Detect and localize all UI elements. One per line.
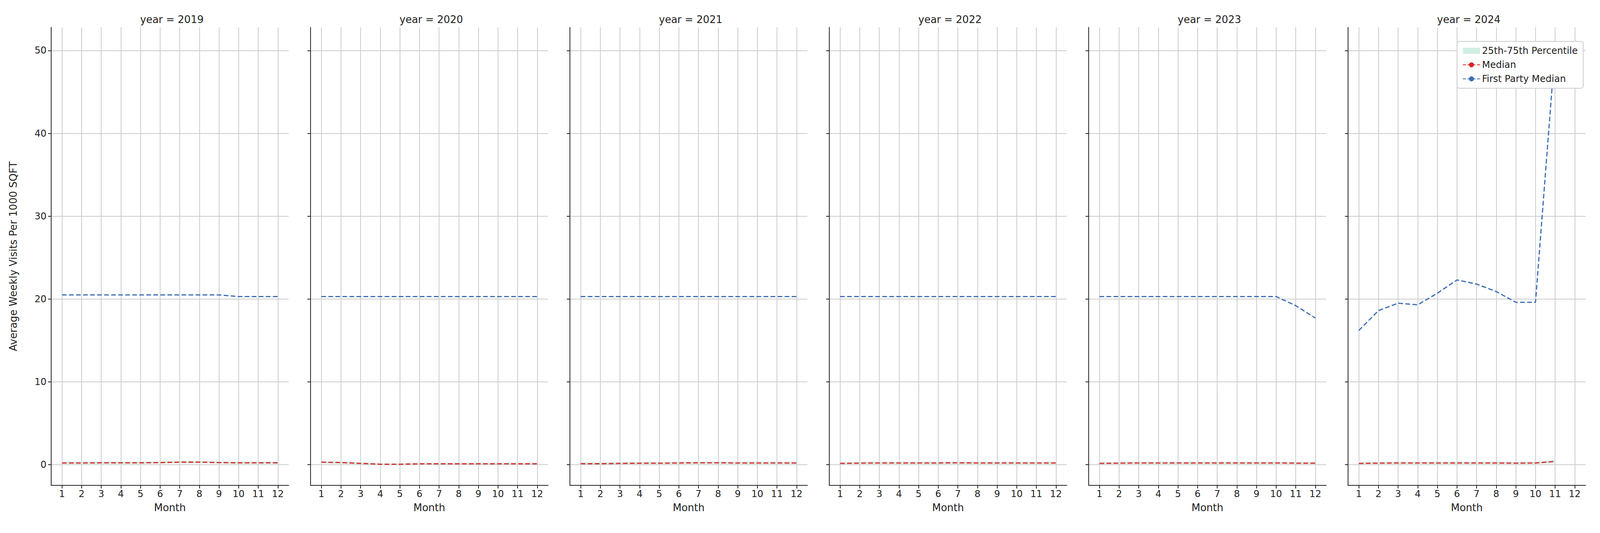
svg-text:year = 2020: year = 2020: [399, 13, 464, 26]
svg-text:11: 11: [1030, 488, 1043, 500]
svg-text:1: 1: [318, 488, 325, 500]
svg-text:11: 11: [1289, 488, 1302, 500]
svg-text:4: 4: [377, 488, 384, 500]
svg-text:1: 1: [58, 488, 65, 500]
svg-text:1: 1: [1096, 488, 1103, 500]
svg-text:11: 11: [771, 488, 784, 500]
svg-text:9: 9: [734, 488, 741, 500]
svg-text:Month: Month: [153, 501, 186, 514]
svg-text:3: 3: [876, 488, 883, 500]
svg-text:9: 9: [1512, 488, 1519, 500]
svg-text:12: 12: [531, 488, 544, 500]
svg-text:year = 2019: year = 2019: [140, 13, 204, 26]
svg-text:1: 1: [837, 488, 843, 500]
svg-text:10: 10: [34, 376, 47, 388]
svg-text:year = 2021: year = 2021: [658, 13, 723, 26]
svg-text:2: 2: [1375, 488, 1382, 500]
svg-text:6: 6: [416, 488, 423, 500]
svg-text:5: 5: [1175, 488, 1181, 500]
svg-text:12: 12: [271, 488, 284, 500]
svg-text:8: 8: [1233, 488, 1240, 500]
svg-text:Month: Month: [413, 501, 446, 514]
svg-text:30: 30: [34, 210, 47, 222]
svg-text:10: 10: [1270, 488, 1283, 500]
svg-text:Month: Month: [1191, 501, 1224, 514]
svg-text:2: 2: [1116, 488, 1122, 500]
svg-text:11: 11: [511, 488, 524, 500]
svg-text:8: 8: [974, 488, 981, 500]
svg-text:year = 2024: year = 2024: [1437, 13, 1501, 26]
svg-text:7: 7: [1473, 488, 1480, 500]
svg-text:First Party Median: First Party Median: [1482, 73, 1567, 85]
svg-text:25th-75th Percentile: 25th-75th Percentile: [1482, 45, 1578, 57]
svg-text:8: 8: [1493, 488, 1500, 500]
svg-text:4: 4: [1155, 488, 1162, 500]
svg-text:12: 12: [1050, 488, 1063, 500]
svg-text:8: 8: [715, 488, 722, 500]
svg-text:20: 20: [34, 293, 47, 305]
svg-text:2: 2: [337, 488, 344, 500]
svg-text:12: 12: [1568, 488, 1581, 500]
svg-text:5: 5: [396, 488, 403, 500]
svg-text:9: 9: [216, 488, 222, 500]
svg-text:6: 6: [1194, 488, 1201, 500]
svg-text:50: 50: [34, 44, 47, 56]
svg-text:12: 12: [1309, 488, 1322, 500]
svg-text:40: 40: [34, 128, 47, 140]
svg-text:7: 7: [435, 488, 442, 500]
svg-text:3: 3: [616, 488, 623, 500]
svg-text:Month: Month: [1450, 501, 1483, 514]
svg-text:5: 5: [656, 488, 663, 500]
svg-text:8: 8: [196, 488, 203, 500]
svg-text:6: 6: [675, 488, 682, 500]
svg-text:6: 6: [157, 488, 163, 500]
svg-text:10: 10: [232, 488, 245, 500]
svg-text:Median: Median: [1482, 59, 1517, 71]
svg-text:10: 10: [492, 488, 505, 500]
svg-text:2: 2: [856, 488, 863, 500]
svg-text:5: 5: [915, 488, 922, 500]
svg-text:4: 4: [896, 488, 902, 500]
svg-text:5: 5: [137, 488, 144, 500]
svg-text:3: 3: [98, 488, 104, 500]
svg-text:11: 11: [1549, 488, 1562, 500]
svg-text:3: 3: [1135, 488, 1142, 500]
svg-text:12: 12: [790, 488, 803, 500]
svg-text:7: 7: [176, 488, 183, 500]
svg-text:7: 7: [954, 488, 961, 500]
svg-text:1: 1: [577, 488, 584, 500]
svg-text:year = 2022: year = 2022: [918, 13, 983, 26]
svg-text:Month: Month: [672, 501, 705, 514]
svg-text:0: 0: [40, 459, 47, 471]
svg-text:1: 1: [1355, 488, 1362, 500]
svg-text:4: 4: [1414, 488, 1421, 500]
svg-text:5: 5: [1434, 488, 1441, 500]
svg-text:4: 4: [636, 488, 643, 500]
svg-text:3: 3: [1394, 488, 1401, 500]
svg-text:10: 10: [751, 488, 764, 500]
svg-text:6: 6: [1453, 488, 1460, 500]
svg-text:10: 10: [1529, 488, 1542, 500]
svg-text:Average Weekly Visits Per 1000: Average Weekly Visits Per 1000 SQFT: [7, 161, 20, 352]
svg-text:10: 10: [1010, 488, 1024, 500]
svg-text:8: 8: [455, 488, 462, 500]
svg-text:7: 7: [695, 488, 702, 500]
svg-text:Month: Month: [932, 501, 965, 514]
svg-text:9: 9: [1253, 488, 1260, 500]
svg-text:9: 9: [475, 488, 482, 500]
svg-text:11: 11: [252, 488, 265, 500]
svg-text:7: 7: [1214, 488, 1220, 500]
svg-text:3: 3: [357, 488, 364, 500]
svg-text:4: 4: [117, 488, 124, 500]
svg-text:9: 9: [994, 488, 1000, 500]
svg-text:6: 6: [935, 488, 942, 500]
svg-text:2: 2: [597, 488, 604, 500]
svg-text:year = 2023: year = 2023: [1177, 13, 1242, 26]
svg-text:2: 2: [78, 488, 85, 500]
